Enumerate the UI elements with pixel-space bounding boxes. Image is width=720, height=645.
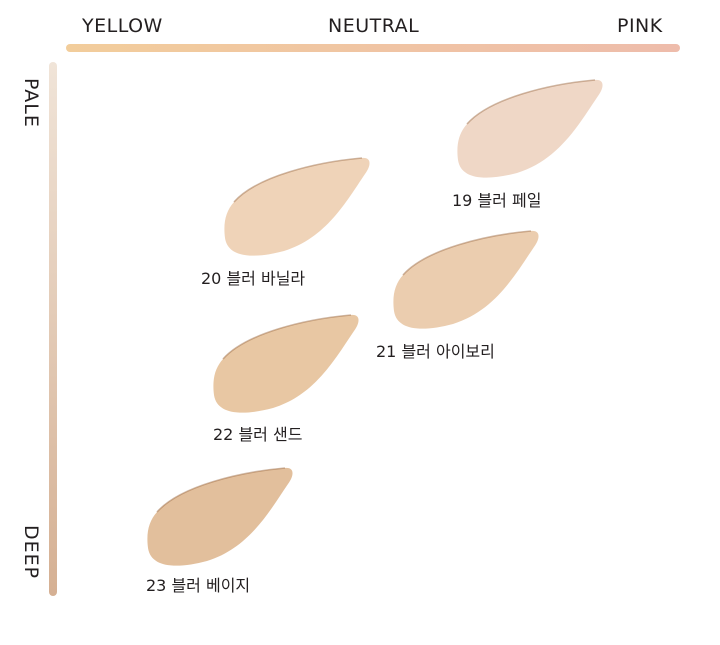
undertone-axis-bar <box>66 44 680 52</box>
swatch-fill <box>147 467 293 566</box>
swatch-fill <box>224 157 370 256</box>
axis-label-pink: PINK <box>617 15 663 37</box>
shade-label-21: 21 블러 아이보리 <box>376 342 495 361</box>
axis-label-neutral: NEUTRAL <box>328 15 420 37</box>
swatch-edge <box>466 79 596 125</box>
swatch-fill <box>393 230 539 329</box>
swatch-fill <box>213 314 359 413</box>
axis-label-yellow: YELLOW <box>82 15 163 37</box>
depth-axis-bar <box>49 62 57 596</box>
shade-label-23: 23 블러 베이지 <box>146 576 251 595</box>
swatch-edge <box>156 467 286 513</box>
axis-label-pale: PALE <box>20 78 42 128</box>
shade-label-19: 19 블러 페일 <box>452 191 542 210</box>
swatch-22 <box>213 314 359 413</box>
swatch-edge <box>233 157 363 203</box>
shade-label-22: 22 블러 샌드 <box>213 425 303 444</box>
swatch-edge <box>222 314 352 360</box>
swatch-fill <box>457 79 603 178</box>
axis-label-deep: DEEP <box>20 525 42 580</box>
swatch-23 <box>147 467 293 566</box>
swatch-21 <box>393 230 539 329</box>
shade-label-20: 20 블러 바닐라 <box>201 269 306 288</box>
swatch-edge <box>402 230 532 276</box>
swatch-20 <box>224 157 370 256</box>
swatch-19 <box>457 79 603 178</box>
